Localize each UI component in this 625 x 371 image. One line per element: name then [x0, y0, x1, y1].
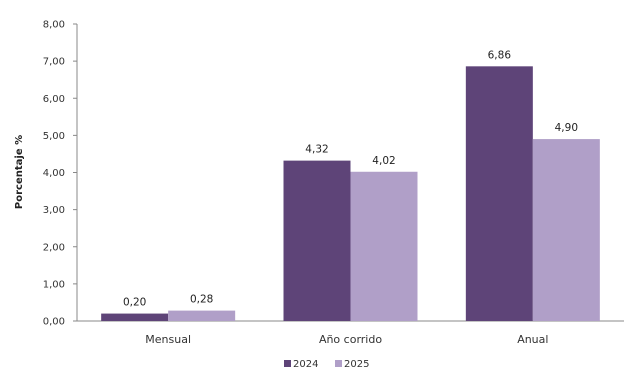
- y-tick-label: 8,00: [43, 20, 65, 31]
- data-label-2025-0: 0,28: [190, 294, 213, 306]
- legend-swatch-2024: [284, 360, 291, 367]
- bars: [101, 66, 600, 321]
- bar-2024-2: [465, 66, 533, 321]
- y-tick-label: 1,00: [43, 279, 65, 290]
- data-label-2024-0: 0,20: [123, 297, 146, 309]
- data-label-2025-1: 4,02: [372, 155, 395, 167]
- y-axis-ticks: 0,00 1,00 2,00 3,00 4,00 5,00 6,00 7,00 8,00: [43, 20, 77, 328]
- y-axis-title: Porcentaje %: [14, 135, 25, 209]
- legend-label-2024: 2024: [293, 359, 318, 370]
- y-tick-label: 7,00: [43, 57, 65, 68]
- legend-label-2025: 2025: [344, 359, 369, 370]
- y-tick-label: 4,00: [43, 168, 65, 179]
- y-axis-title-group: Porcentaje %: [14, 135, 25, 209]
- x-category-label: Mensual: [145, 333, 191, 346]
- legend: 2024 2025: [284, 359, 369, 370]
- x-category-label: Anual: [517, 333, 548, 346]
- category-labels: Mensual Año corrido Anual: [145, 333, 548, 346]
- bar-2024-0: [101, 313, 169, 321]
- data-label-2024-2: 6,86: [488, 49, 512, 61]
- y-tick-label: 0,00: [43, 317, 65, 328]
- x-category-label: Año corrido: [319, 333, 382, 346]
- bar-2025-1: [350, 171, 418, 321]
- bar-2025-0: [168, 310, 236, 321]
- y-tick-label: 3,00: [43, 205, 65, 216]
- y-tick-label: 5,00: [43, 131, 65, 142]
- data-label-2024-1: 4,32: [305, 144, 328, 156]
- bar-2024-1: [283, 160, 351, 321]
- bar-2025-2: [532, 139, 600, 321]
- y-tick-label: 6,00: [43, 94, 65, 105]
- data-label-2025-2: 4,90: [555, 122, 578, 134]
- legend-swatch-2025: [335, 360, 342, 367]
- data-labels: 0,20 0,28 4,32 4,02 6,86 4,90: [123, 49, 578, 308]
- y-tick-label: 2,00: [43, 242, 65, 253]
